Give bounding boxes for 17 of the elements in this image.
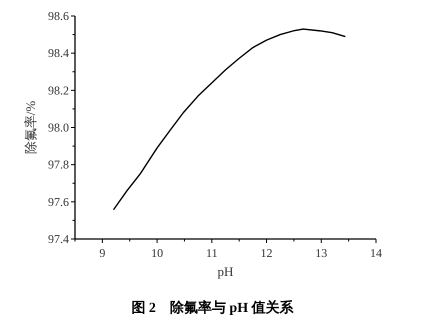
y-tick-label: 98.2 bbox=[48, 83, 69, 98]
y-tick-label: 97.8 bbox=[48, 158, 69, 172]
x-tick-label: 13 bbox=[315, 246, 328, 260]
x-axis-title: pH bbox=[218, 264, 234, 279]
text: 图 2 除氟率与 pH 值关系 bbox=[131, 299, 295, 316]
x-tick-label: 10 bbox=[151, 246, 164, 260]
x-tick-label: 12 bbox=[260, 246, 273, 260]
y-tick-label: 98.6 bbox=[48, 9, 69, 23]
x-tick-label: 11 bbox=[206, 246, 218, 260]
x-tick-label: 9 bbox=[99, 246, 106, 260]
x-tick-label: 14 bbox=[370, 246, 382, 260]
line-series bbox=[113, 28, 346, 210]
y-tick-label: 98.0 bbox=[48, 120, 69, 134]
y-tick-label: 98.4 bbox=[48, 46, 69, 60]
y-tick-label: 97.6 bbox=[48, 194, 69, 209]
y-axis-title: 除氟率/% bbox=[23, 100, 38, 154]
y-tick-label: 97.4 bbox=[48, 232, 69, 246]
